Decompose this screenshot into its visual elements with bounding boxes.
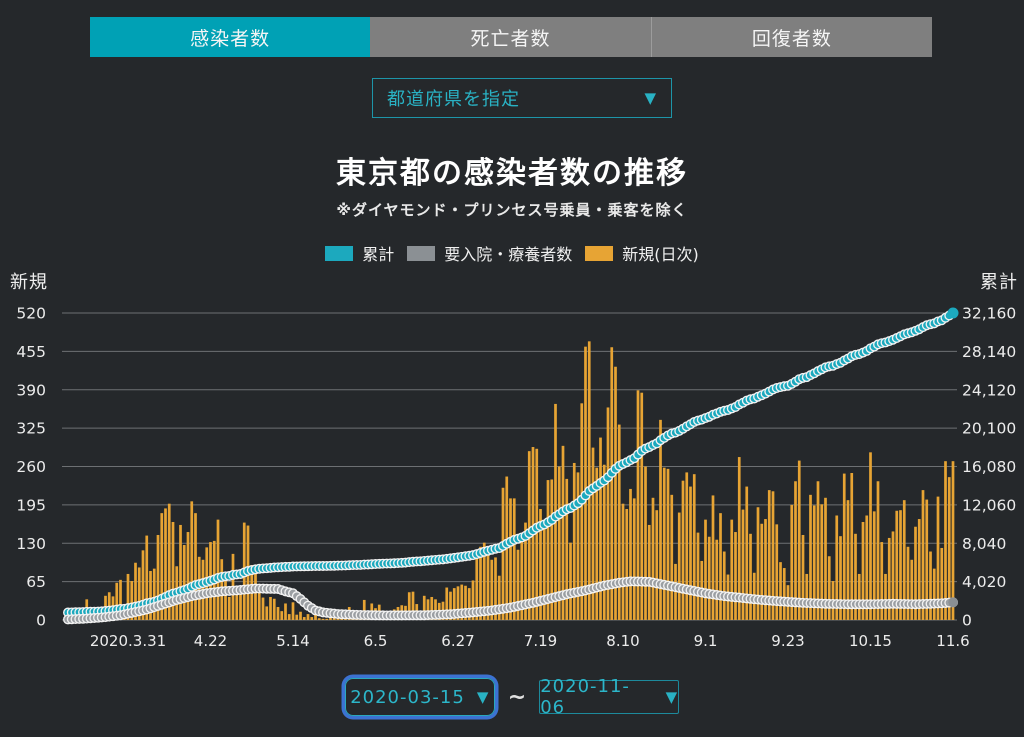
end-date-value: 2020-11-06 bbox=[540, 676, 630, 718]
svg-text:9.23: 9.23 bbox=[771, 632, 804, 650]
start-date-value: 2020-03-15 bbox=[350, 686, 465, 708]
svg-text:65: 65 bbox=[26, 573, 46, 591]
svg-text:0: 0 bbox=[962, 612, 972, 630]
svg-text:24,120: 24,120 bbox=[962, 381, 1016, 399]
svg-text:4,020: 4,020 bbox=[962, 573, 1006, 591]
hospitalized-end-dot bbox=[948, 597, 958, 608]
chart-legend: 累計 要入院・療養者数 新規(日次) bbox=[0, 241, 1024, 265]
svg-text:520: 520 bbox=[16, 305, 46, 323]
start-date-select[interactable]: 2020-03-15 ▼ bbox=[344, 678, 495, 716]
svg-text:9.1: 9.1 bbox=[694, 632, 718, 650]
svg-text:6.5: 6.5 bbox=[364, 632, 388, 650]
legend-swatch bbox=[585, 245, 614, 261]
svg-text:12,060: 12,060 bbox=[962, 496, 1016, 514]
page-subtitle: ※ダイヤモンド・プリンセス号乗員・乗客を除く bbox=[336, 201, 688, 219]
prefecture-select[interactable]: 都道府県を指定 ▼ bbox=[372, 78, 672, 118]
legend-swatch bbox=[325, 245, 354, 261]
trend-chart: 0 65 130 195 260 325 390 455 520 0 4,020 8,040 12,06… bbox=[16, 305, 1016, 651]
legend-label: 累計 bbox=[362, 245, 395, 264]
legend-label: 要入院・療養者数 bbox=[444, 245, 573, 264]
date-range: 2020-03-15 ▼ ~ 2020-11-06 ▼ bbox=[0, 676, 1024, 718]
right-axis-tick-labels: 0 4,020 8,040 12,060 16,080 20,100 24,120 28,14… bbox=[962, 305, 1016, 630]
tab-bar: 感染者数 死亡者数 回復者数 bbox=[90, 17, 932, 57]
legend-item: 新規(日次) bbox=[585, 241, 699, 265]
chevron-down-icon: ▼ bbox=[644, 88, 657, 107]
svg-text:6.27: 6.27 bbox=[441, 632, 474, 650]
cumulative-end-dot bbox=[947, 307, 959, 319]
svg-text:28,140: 28,140 bbox=[962, 343, 1016, 361]
svg-text:16,080: 16,080 bbox=[962, 458, 1016, 476]
end-date-select[interactable]: 2020-11-06 ▼ bbox=[539, 676, 680, 718]
x-axis-tick-labels: 2020.3.31 4.22 5.14 6.5 6.27 7.19 8.10 9.1 9.23 1… bbox=[90, 632, 970, 650]
right-axis-title: 累計 bbox=[980, 272, 1018, 293]
svg-text:325: 325 bbox=[16, 420, 46, 438]
line-hospitalized bbox=[63, 576, 958, 625]
svg-text:11.6: 11.6 bbox=[936, 632, 969, 650]
svg-text:2020.3.31: 2020.3.31 bbox=[90, 632, 166, 650]
svg-text:4.22: 4.22 bbox=[194, 632, 227, 650]
svg-text:455: 455 bbox=[16, 343, 46, 361]
svg-text:390: 390 bbox=[16, 381, 46, 399]
svg-text:32,160: 32,160 bbox=[962, 305, 1016, 323]
svg-text:20,100: 20,100 bbox=[962, 420, 1016, 438]
svg-text:260: 260 bbox=[16, 458, 46, 476]
svg-text:8.10: 8.10 bbox=[606, 632, 639, 650]
chevron-down-icon: ▼ bbox=[476, 687, 490, 706]
legend-label: 新規(日次) bbox=[622, 245, 699, 264]
legend-item: 累計 bbox=[325, 241, 394, 265]
left-axis-tick-labels: 0 65 130 195 260 325 390 455 520 bbox=[16, 305, 46, 630]
tab-1[interactable]: 死亡者数 bbox=[370, 17, 652, 57]
svg-text:195: 195 bbox=[16, 496, 46, 514]
tab-2[interactable]: 回復者数 bbox=[651, 17, 932, 57]
svg-text:130: 130 bbox=[16, 535, 46, 553]
prefecture-select-value: 都道府県を指定 bbox=[387, 89, 520, 110]
legend-swatch bbox=[407, 245, 436, 261]
line-cumulative bbox=[63, 308, 958, 618]
page-title: 東京都の感染者数の推移 bbox=[336, 156, 688, 191]
range-separator: ~ bbox=[507, 684, 527, 710]
svg-text:8,040: 8,040 bbox=[962, 535, 1006, 553]
tab-0[interactable]: 感染者数 bbox=[90, 17, 371, 57]
svg-text:5.14: 5.14 bbox=[276, 632, 309, 650]
svg-text:0: 0 bbox=[36, 612, 46, 630]
legend-item: 要入院・療養者数 bbox=[407, 241, 572, 265]
bars-daily-new bbox=[66, 341, 955, 620]
svg-text:10.15: 10.15 bbox=[849, 632, 892, 650]
chevron-down-icon: ▼ bbox=[665, 687, 679, 706]
left-axis-title: 新規 bbox=[10, 272, 48, 293]
svg-text:7.19: 7.19 bbox=[524, 632, 557, 650]
